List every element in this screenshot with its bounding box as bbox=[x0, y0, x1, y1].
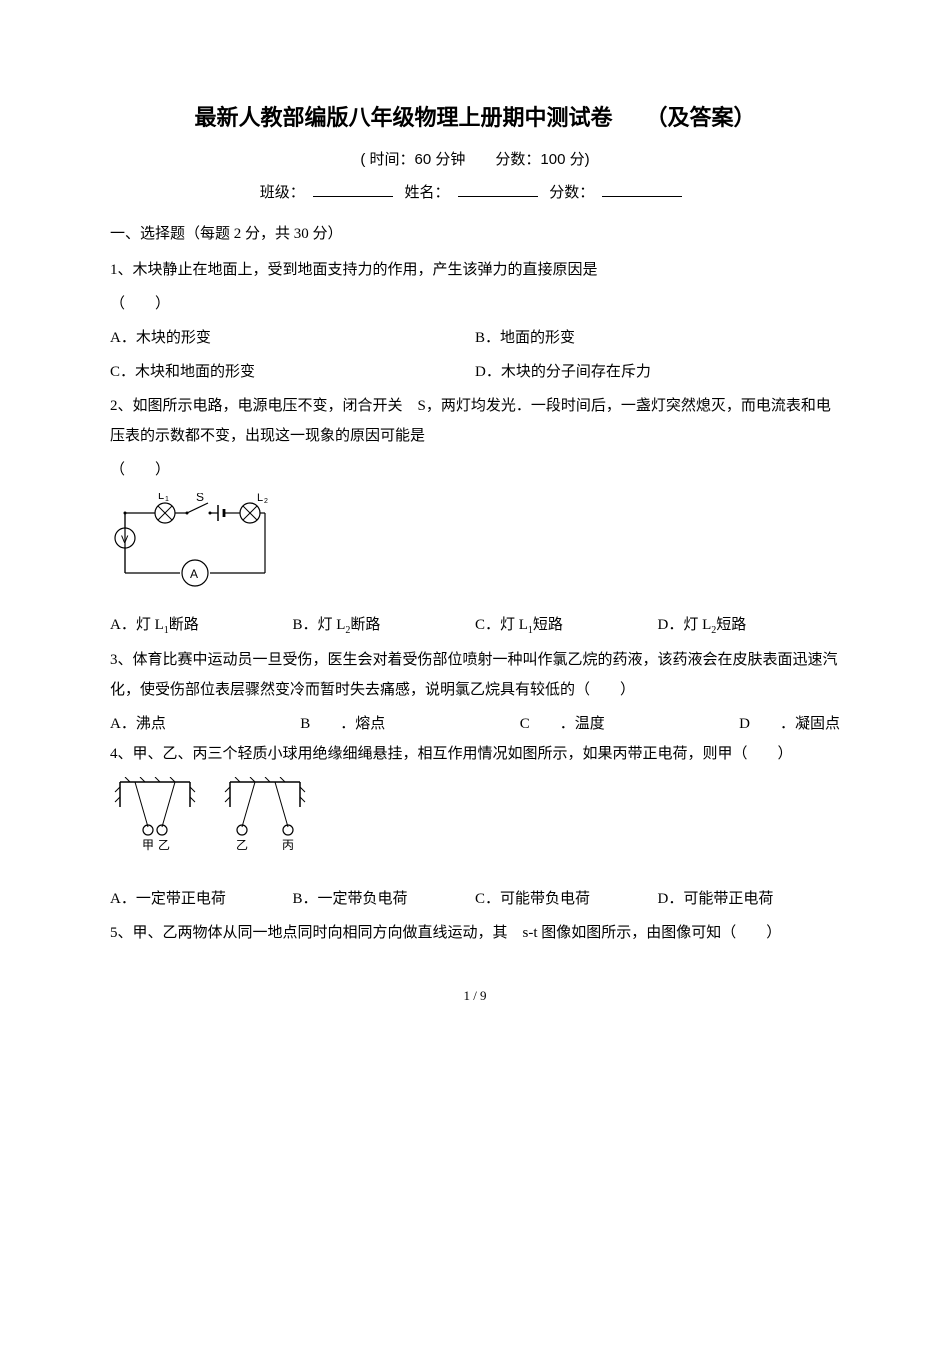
svg-text:L: L bbox=[158, 493, 164, 502]
svg-text:2: 2 bbox=[264, 498, 268, 505]
name-label: 姓名： bbox=[404, 185, 449, 201]
q2-option-d: D．灯 L2短路 bbox=[658, 610, 841, 641]
q2b-post: 断路 bbox=[350, 617, 380, 633]
question-3: 3、体育比赛中运动员一旦受伤，医生会对着受伤部位喷射一种叫作氯乙烷的药液，该药液… bbox=[110, 645, 840, 705]
q2b-pre: B．灯 L bbox=[293, 617, 346, 633]
q2c-post: 短路 bbox=[533, 617, 563, 633]
svg-text:乙: 乙 bbox=[158, 838, 170, 852]
q1-text: 1、木块静止在地面上，受到地面支持力的作用，产生该弹力的直接原因是 bbox=[110, 255, 840, 285]
score-label: 分数： bbox=[549, 185, 594, 201]
q2-paren: （ ） bbox=[110, 455, 170, 485]
q2-option-c: C．灯 L1短路 bbox=[475, 610, 658, 641]
score-blank bbox=[602, 196, 682, 197]
q4-options: A．一定带正电荷 B．一定带负电荷 C．可能带负电荷 D．可能带正电荷 bbox=[110, 884, 840, 914]
q3-option-a: A．沸点 bbox=[110, 709, 166, 739]
svg-text:丙: 丙 bbox=[282, 838, 294, 852]
q4-option-d: D．可能带正电荷 bbox=[658, 884, 841, 914]
q1-option-b: B．地面的形变 bbox=[475, 323, 840, 353]
section-1-header: 一、选择题（每题 2 分，共 30 分） bbox=[110, 222, 840, 243]
q2-options: A．灯 L1断路 B．灯 L2断路 C．灯 L1短路 D．灯 L2短路 bbox=[110, 610, 840, 641]
q4-option-a: A．一定带正电荷 bbox=[110, 884, 293, 914]
q3-option-b: B ．熔点 bbox=[300, 709, 385, 739]
q2-option-a: A．灯 L1断路 bbox=[110, 610, 293, 641]
q1-option-c: C．木块和地面的形变 bbox=[110, 357, 475, 387]
q1-option-d: D．木块的分子间存在斥力 bbox=[475, 357, 840, 387]
circuit-diagram: S L 1 L 2 V A bbox=[110, 493, 840, 598]
q1-option-a: A．木块的形变 bbox=[110, 323, 475, 353]
q4-option-b: B．一定带负电荷 bbox=[293, 884, 476, 914]
svg-text:1: 1 bbox=[165, 496, 169, 503]
page-number: 1 / 9 bbox=[110, 988, 840, 1004]
question-1: 1、木块静止在地面上，受到地面支持力的作用，产生该弹力的直接原因是 （ ） bbox=[110, 255, 840, 319]
q2-text: 2、如图所示电路，电源电压不变，闭合开关 S，两灯均发光．一段时间后，一盏灯突然… bbox=[110, 391, 840, 451]
name-blank bbox=[458, 196, 538, 197]
student-info-line: 班级： 姓名： 分数： bbox=[110, 181, 840, 202]
q4-option-c: C．可能带负电荷 bbox=[475, 884, 658, 914]
pendulum-diagram: 甲 乙 乙 丙 bbox=[110, 777, 840, 872]
class-label: 班级： bbox=[260, 185, 305, 201]
question-5: 5、甲、乙两物体从同一地点同时向相同方向做直线运动，其 s-t 图像如图所示，由… bbox=[110, 918, 840, 948]
exam-time-info: ( 时间：60 分钟 分数：100 分) bbox=[110, 148, 840, 169]
class-blank bbox=[313, 196, 393, 197]
svg-text:A: A bbox=[190, 567, 198, 581]
question-2: 2、如图所示电路，电源电压不变，闭合开关 S，两灯均发光．一段时间后，一盏灯突然… bbox=[110, 391, 840, 485]
q4-text: 4、甲、乙、丙三个轻质小球用绝缘细绳悬挂，相互作用情况如图所示，如果丙带正电荷，… bbox=[110, 739, 840, 769]
q5-text: 5、甲、乙两物体从同一地点同时向相同方向做直线运动，其 s-t 图像如图所示，由… bbox=[110, 918, 840, 948]
page-title: 最新人教部编版八年级物理上册期中测试卷 （及答案） bbox=[110, 100, 840, 132]
q3-options: A．沸点 B ．熔点 C ．温度 D ．凝固点 bbox=[110, 709, 840, 739]
q2c-pre: C．灯 L bbox=[475, 617, 528, 633]
q2d-pre: D．灯 L bbox=[658, 617, 712, 633]
svg-text:L: L bbox=[257, 493, 263, 504]
svg-text:甲: 甲 bbox=[142, 838, 154, 852]
question-4: 4、甲、乙、丙三个轻质小球用绝缘细绳悬挂，相互作用情况如图所示，如果丙带正电荷，… bbox=[110, 739, 840, 769]
q3-text: 3、体育比赛中运动员一旦受伤，医生会对着受伤部位喷射一种叫作氯乙烷的药液，该药液… bbox=[110, 645, 840, 705]
svg-text:V: V bbox=[121, 534, 129, 546]
q3-option-c: C ．温度 bbox=[520, 709, 605, 739]
q2-option-b: B．灯 L2断路 bbox=[293, 610, 476, 641]
svg-text:S: S bbox=[196, 493, 204, 504]
q2a-pre: A．灯 L bbox=[110, 617, 164, 633]
q1-options-row2: C．木块和地面的形变 D．木块的分子间存在斥力 bbox=[110, 357, 840, 387]
q3-option-d: D ．凝固点 bbox=[739, 709, 840, 739]
q1-paren: （ ） bbox=[110, 289, 170, 319]
q2a-post: 断路 bbox=[169, 617, 199, 633]
svg-text:乙: 乙 bbox=[236, 838, 248, 852]
q2d-post: 短路 bbox=[716, 617, 746, 633]
q1-options-row1: A．木块的形变 B．地面的形变 bbox=[110, 323, 840, 353]
